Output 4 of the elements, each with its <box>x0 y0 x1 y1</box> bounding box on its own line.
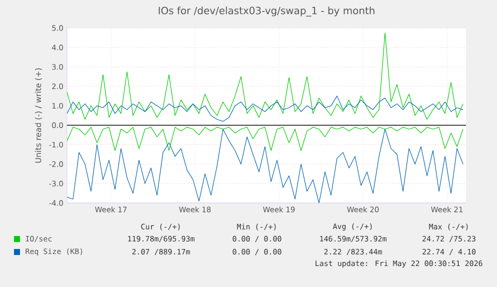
line-series <box>67 96 464 122</box>
line-series <box>67 126 464 151</box>
chart-title: IOs for /dev/elastx03-vg/swap_1 - by month <box>158 6 374 17</box>
line-series <box>67 32 464 120</box>
